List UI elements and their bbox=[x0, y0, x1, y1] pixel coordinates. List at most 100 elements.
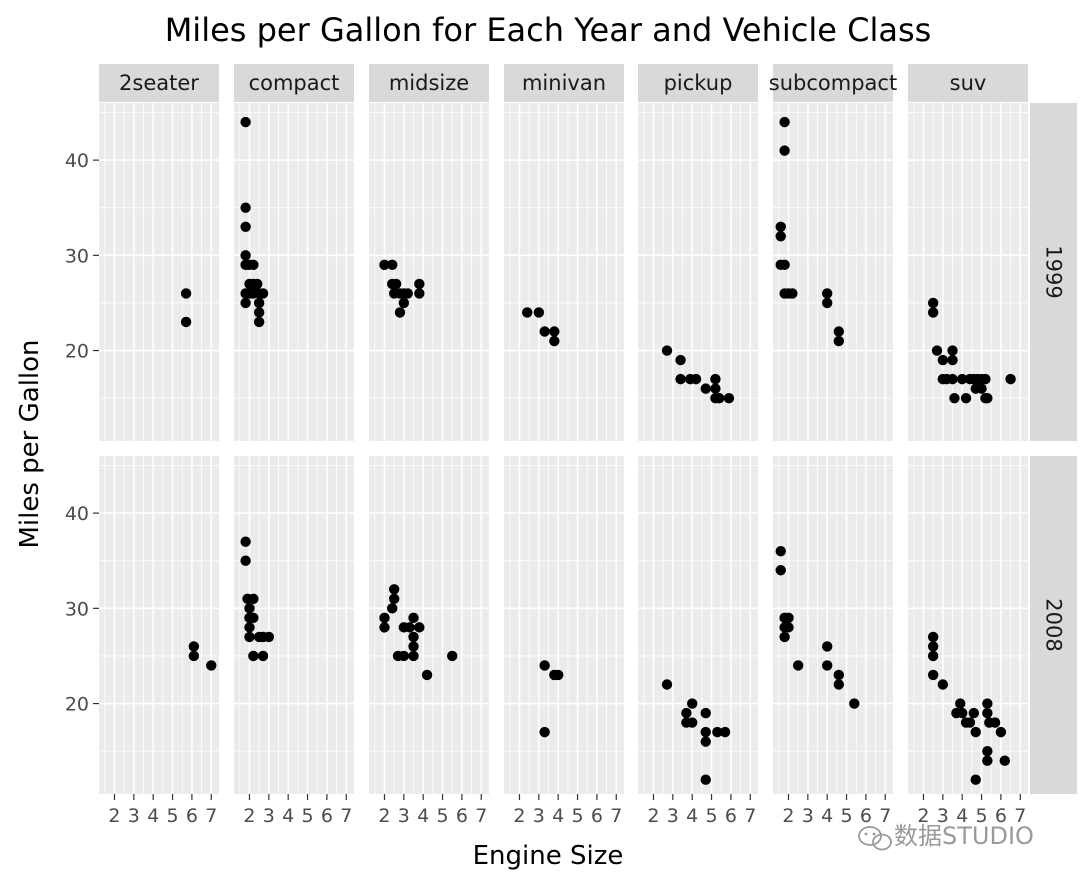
data-point bbox=[253, 297, 265, 309]
data-point bbox=[700, 726, 711, 738]
data-point bbox=[833, 669, 845, 681]
data-point bbox=[686, 698, 698, 709]
facet-strip-suv bbox=[908, 64, 1028, 102]
data-point bbox=[414, 278, 425, 290]
data-point bbox=[927, 669, 939, 681]
data-point bbox=[539, 660, 550, 671]
data-point bbox=[408, 612, 419, 624]
panel-background bbox=[99, 103, 219, 441]
facet-strip-2seater bbox=[99, 64, 219, 102]
panel-2008-2seater bbox=[99, 456, 219, 794]
data-point bbox=[675, 373, 686, 385]
data-point bbox=[970, 774, 981, 785]
y-tick-label: 30 bbox=[65, 598, 89, 620]
data-point bbox=[408, 641, 419, 652]
watermark-text: 数据STUDIO bbox=[894, 822, 1034, 850]
data-point bbox=[995, 726, 1007, 738]
data-point bbox=[779, 116, 790, 128]
x-tick-label: 5 bbox=[841, 805, 853, 827]
panel-1999-compact bbox=[234, 103, 354, 441]
data-point bbox=[240, 221, 251, 232]
data-point bbox=[783, 622, 794, 633]
data-point bbox=[240, 116, 251, 128]
data-point bbox=[390, 278, 402, 290]
panel-2008-minivan bbox=[504, 456, 624, 794]
x-tick-label: 5 bbox=[302, 805, 314, 827]
x-tick-label: 2 bbox=[782, 805, 794, 827]
facet-row-label: 1999 bbox=[1042, 245, 1066, 298]
data-point bbox=[244, 631, 255, 643]
x-axis-title: Engine Size bbox=[473, 841, 624, 871]
x-tick-label: 5 bbox=[167, 805, 179, 827]
data-point bbox=[982, 755, 993, 766]
data-point bbox=[252, 278, 263, 290]
panel-background bbox=[908, 456, 1028, 794]
data-point bbox=[414, 288, 425, 299]
data-point bbox=[408, 631, 419, 643]
data-point bbox=[712, 726, 723, 738]
data-point bbox=[779, 145, 790, 156]
x-tick-label: 3 bbox=[398, 805, 410, 827]
data-point bbox=[775, 565, 786, 576]
data-point bbox=[398, 297, 410, 309]
data-point bbox=[783, 612, 794, 624]
data-point bbox=[257, 650, 269, 662]
facet-strip-label: pickup bbox=[664, 71, 733, 95]
panel-background bbox=[99, 456, 219, 794]
panel-1999-midsize bbox=[369, 103, 489, 441]
x-tick-label: 6 bbox=[456, 805, 468, 827]
data-point bbox=[398, 650, 410, 662]
y-tick-label: 20 bbox=[65, 694, 89, 716]
data-point bbox=[700, 736, 711, 747]
x-tick-label: 5 bbox=[706, 805, 718, 827]
facet-strip-label: midsize bbox=[389, 71, 469, 95]
x-tick-label: 2 bbox=[378, 805, 390, 827]
data-point bbox=[976, 383, 987, 394]
data-point bbox=[387, 259, 398, 271]
data-point bbox=[833, 335, 845, 347]
data-point bbox=[681, 707, 692, 719]
x-tick-label: 5 bbox=[572, 805, 584, 827]
data-point bbox=[394, 307, 406, 318]
data-point bbox=[1005, 373, 1016, 385]
data-point bbox=[947, 373, 958, 385]
panel-background bbox=[234, 103, 354, 441]
data-point bbox=[964, 717, 976, 728]
data-point bbox=[821, 288, 833, 299]
panel-1999-suv bbox=[908, 103, 1028, 441]
x-tick-label: 3 bbox=[802, 805, 814, 827]
data-point bbox=[248, 593, 259, 605]
data-point bbox=[947, 354, 958, 366]
x-tick-label: 4 bbox=[686, 805, 698, 827]
x-tick-label: 7 bbox=[610, 805, 622, 827]
data-point bbox=[253, 316, 265, 328]
facet-grid: 2seater compact midsize minivan pickup subcom… bbox=[65, 64, 1077, 827]
x-tick-label: 7 bbox=[205, 805, 217, 827]
y-axis-title: Miles per Gallon bbox=[15, 339, 45, 548]
data-point bbox=[248, 612, 259, 624]
data-point bbox=[956, 707, 968, 719]
data-point bbox=[549, 326, 560, 337]
x-tick-label: 2 bbox=[243, 805, 255, 827]
data-point bbox=[956, 373, 968, 385]
facet-strip-pickup bbox=[638, 64, 758, 102]
data-point bbox=[833, 326, 845, 337]
data-point bbox=[931, 345, 943, 356]
facet-strip-midsize bbox=[369, 64, 489, 102]
x-tick-label: 2 bbox=[917, 805, 929, 827]
x-tick-label: 6 bbox=[995, 805, 1007, 827]
x-tick-label: 6 bbox=[321, 805, 333, 827]
wechat-icon bbox=[858, 826, 892, 851]
data-point bbox=[989, 717, 1001, 728]
data-point bbox=[240, 555, 251, 566]
data-point bbox=[686, 717, 698, 728]
x-tick-label: 2 bbox=[647, 805, 659, 827]
facet-strip-subcompact bbox=[773, 64, 893, 102]
data-point bbox=[700, 707, 711, 719]
data-point bbox=[408, 650, 419, 662]
x-tick-label: 3 bbox=[533, 805, 545, 827]
panel-background bbox=[369, 103, 489, 441]
x-tick-label: 5 bbox=[437, 805, 449, 827]
panel-background bbox=[638, 103, 758, 441]
data-point bbox=[263, 631, 275, 643]
